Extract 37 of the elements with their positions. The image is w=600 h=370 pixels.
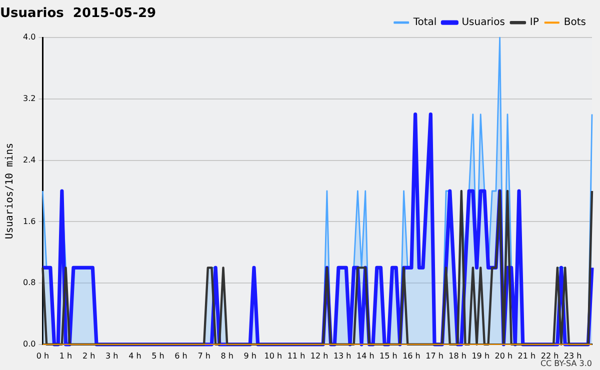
x-tick-label: 1 h (59, 351, 72, 360)
x-tick-label: 17 h (426, 351, 444, 360)
x-tick-label: 12 h (310, 351, 328, 360)
x-tick-label: 3 h (106, 351, 118, 360)
y-tick-label: 0.8 (22, 278, 36, 288)
x-tick-label: 15 h (380, 351, 398, 360)
legend-label: IP (530, 17, 539, 28)
x-tick-label: 13 h (333, 351, 352, 360)
x-tick-label: 4 h (128, 351, 142, 360)
x-tick-label: 23 h (564, 351, 582, 360)
x-tick-label: 18 h (448, 351, 466, 360)
x-tick-label: 16 h (402, 351, 420, 360)
x-tick-label: 14 h (356, 351, 374, 360)
y-tick-label: 0.0 (22, 339, 36, 348)
chart-title: Usuarios 2015-05-29 (0, 6, 156, 22)
y-tick-label: 4.0 (22, 32, 36, 42)
x-tick-label: 21 h (518, 351, 536, 360)
legend-label: Usuarios (462, 17, 505, 28)
y-tick-label: 2.4 (22, 155, 36, 164)
x-tick-label: 10 h (264, 351, 282, 360)
x-tick-label: 6 h (174, 351, 188, 360)
y-axis-title: Usuarios/10 mins (4, 142, 16, 240)
legend-label: Total (412, 17, 437, 28)
x-tick-label: 0 h (36, 351, 50, 360)
x-tick-label: 19 h (472, 351, 490, 360)
x-tick-label: 11 h (287, 351, 306, 360)
x-tick-label: 7 h (198, 351, 210, 360)
x-tick-label: 8 h (220, 351, 234, 360)
legend-label: Bots (564, 17, 586, 28)
y-tick-label: 1.6 (22, 216, 36, 226)
x-tick-label: 9 h (244, 351, 256, 360)
x-tick-label: 2 h (82, 351, 96, 360)
x-tick-label: 20 h (494, 351, 513, 360)
y-tick-label: 3.2 (22, 94, 36, 104)
x-tick-label: 22 h (540, 351, 559, 360)
x-tick-label: 5 h (152, 351, 164, 360)
text: CC BY-SA 3.0 (540, 359, 592, 368)
